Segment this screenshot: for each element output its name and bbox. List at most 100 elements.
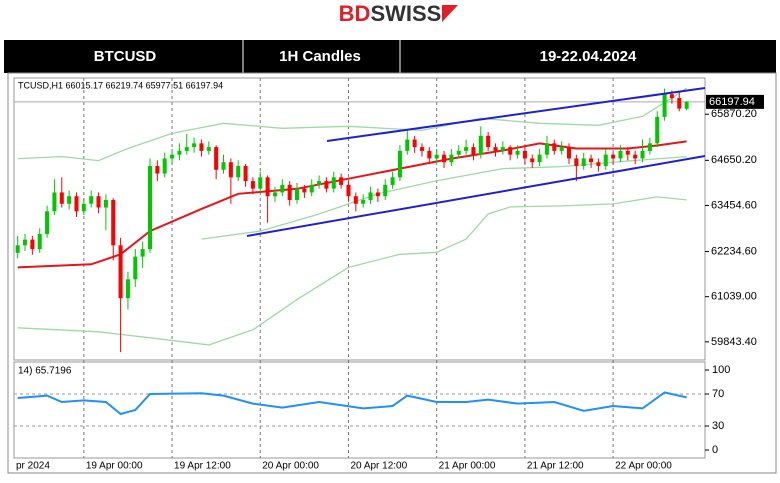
header-cell: 19-22.04.2024 bbox=[540, 48, 637, 65]
candle-body bbox=[15, 245, 20, 253]
y-tick-label: 59843.40 bbox=[711, 336, 757, 348]
candle-body bbox=[434, 154, 439, 159]
candle-body bbox=[184, 147, 189, 151]
candle-body bbox=[294, 188, 300, 200]
candle-body bbox=[331, 177, 336, 189]
candle-body bbox=[81, 203, 86, 212]
candle-body bbox=[236, 165, 241, 178]
candle-body bbox=[581, 158, 586, 166]
candle-body bbox=[250, 181, 255, 189]
candle-body bbox=[361, 199, 366, 204]
logo-part: BD bbox=[339, 1, 371, 26]
candle-body bbox=[368, 192, 373, 200]
rsi-panel bbox=[13, 361, 706, 459]
rsi-tick-label: 100 bbox=[712, 364, 730, 376]
candle-body bbox=[559, 147, 564, 151]
candle-body bbox=[67, 196, 72, 204]
candle-body bbox=[522, 150, 527, 159]
indicator-line bbox=[17, 87, 687, 162]
candle-body bbox=[280, 184, 285, 193]
y-tick-label: 61039.00 bbox=[711, 291, 757, 303]
x-tick-label: 22 Apr 00:00 bbox=[615, 461, 672, 472]
rsi-line bbox=[17, 391, 687, 416]
main-panel bbox=[13, 77, 706, 361]
candle-body bbox=[669, 94, 674, 99]
candle-body bbox=[74, 196, 79, 212]
candle-body bbox=[508, 147, 513, 155]
candle-body bbox=[611, 154, 616, 159]
rsi-tick-label: 30 bbox=[712, 420, 724, 432]
candle-body bbox=[302, 188, 307, 193]
candle-body bbox=[427, 150, 432, 159]
candle-body bbox=[125, 279, 130, 299]
candle-body bbox=[243, 165, 248, 182]
candle-body bbox=[412, 139, 417, 148]
candle-body bbox=[45, 211, 50, 234]
candle-body bbox=[493, 147, 498, 151]
candle-body bbox=[449, 154, 454, 163]
candle-body bbox=[478, 135, 483, 155]
candle-body bbox=[618, 150, 623, 159]
chart-frame bbox=[7, 72, 777, 474]
candle-body bbox=[339, 177, 344, 185]
candle-body bbox=[309, 184, 314, 193]
candle-body bbox=[456, 150, 461, 155]
candle-body bbox=[375, 192, 380, 197]
candle-body bbox=[89, 196, 94, 204]
candle-body bbox=[419, 147, 425, 151]
x-tick-label: 21 Apr 00:00 bbox=[439, 461, 496, 472]
candle-body bbox=[515, 150, 520, 155]
candle-body bbox=[23, 239, 28, 246]
candle-body bbox=[574, 158, 579, 166]
candle-body bbox=[30, 239, 35, 250]
candle-body bbox=[647, 143, 652, 151]
candle-body bbox=[544, 143, 549, 155]
candle-body bbox=[258, 177, 263, 189]
candle-body bbox=[118, 245, 123, 299]
candle-body bbox=[471, 147, 476, 155]
candle-body bbox=[206, 147, 211, 151]
candle-body bbox=[405, 139, 410, 151]
candle-body bbox=[640, 150, 645, 159]
candle-body bbox=[133, 256, 138, 280]
logo-icon bbox=[442, 5, 458, 22]
info-label: TCUSD,H1 66015.17 66219.74 65977.51 6619… bbox=[18, 80, 223, 90]
header-cell: 1H Candles bbox=[279, 48, 361, 65]
indicator-line bbox=[201, 155, 687, 240]
y-tick-label: 63454.60 bbox=[711, 199, 757, 211]
candle-body bbox=[192, 143, 197, 148]
candle-body bbox=[633, 154, 638, 159]
last-price-label: 66197.94 bbox=[709, 96, 755, 108]
y-tick-label: 64650.20 bbox=[711, 154, 757, 166]
candle-body bbox=[228, 162, 233, 178]
candle-body bbox=[383, 184, 388, 197]
candle-body bbox=[59, 192, 64, 204]
x-tick-label: 19 Apr 12:00 bbox=[174, 461, 231, 472]
x-tick-label: 20 Apr 12:00 bbox=[350, 461, 407, 472]
candle-body bbox=[155, 165, 160, 174]
candle-body bbox=[353, 196, 358, 204]
candle-body bbox=[324, 181, 329, 189]
header-cell: BTCUSD bbox=[94, 48, 157, 65]
rsi-tick-label: 70 bbox=[712, 388, 724, 400]
candle-body bbox=[265, 177, 270, 197]
candle-body bbox=[486, 135, 491, 148]
rsi-tick-label: 0 bbox=[712, 444, 718, 456]
plot-layer: pr 2024 19 Apr 00:00 19 Apr 12:00 20 Apr 00… bbox=[14, 78, 764, 472]
candle-body bbox=[625, 150, 630, 155]
logo: BDSWISS bbox=[339, 1, 442, 26]
candle-body bbox=[147, 165, 153, 250]
candle-body bbox=[589, 158, 594, 163]
candle-body bbox=[603, 154, 608, 166]
candle-body bbox=[199, 143, 204, 151]
x-tick-label: 20 Apr 00:00 bbox=[262, 461, 319, 472]
candle-body bbox=[272, 192, 277, 197]
candle-body bbox=[537, 154, 542, 163]
candle-body bbox=[96, 196, 101, 208]
header-bar bbox=[4, 40, 776, 73]
candle-body bbox=[390, 177, 395, 185]
candle-body bbox=[52, 192, 57, 212]
candle-body bbox=[162, 158, 167, 174]
candle-body bbox=[177, 150, 182, 155]
